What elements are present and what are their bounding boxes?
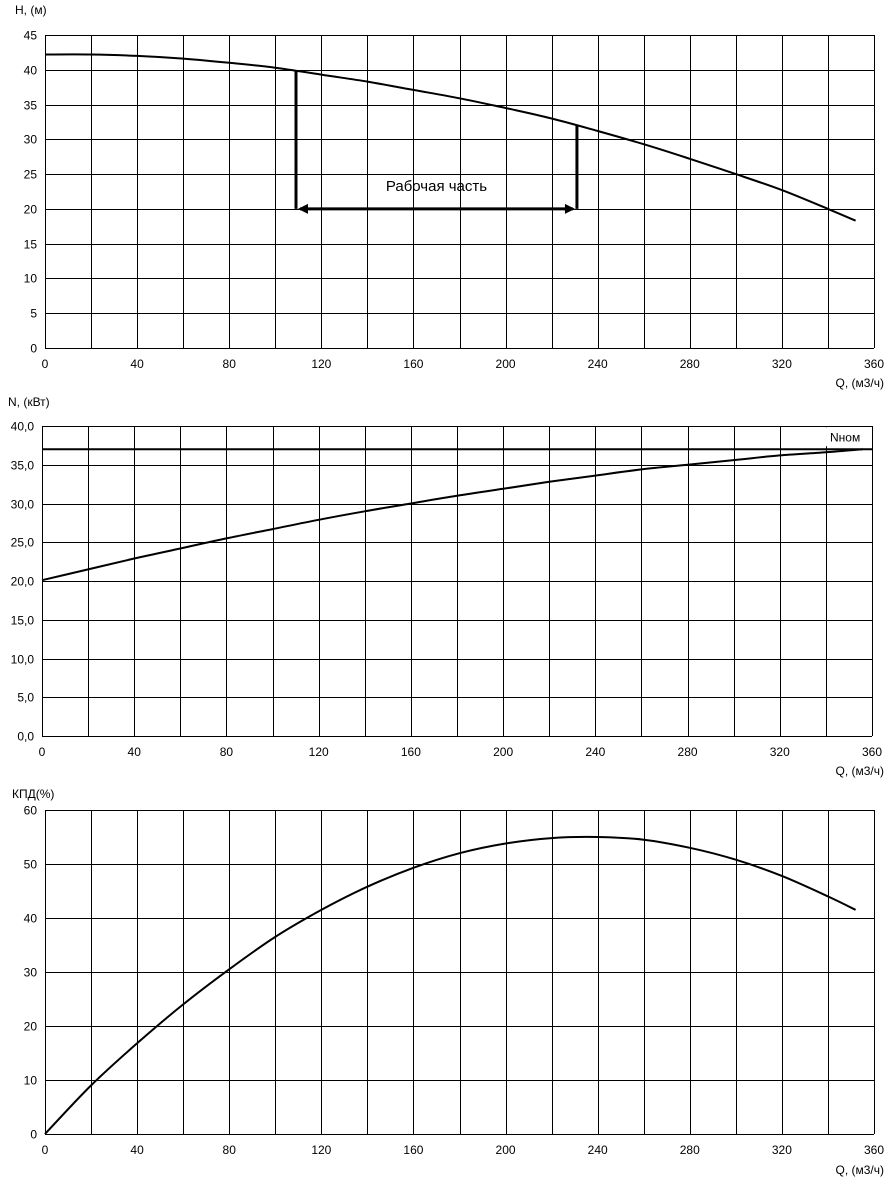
series-line xyxy=(44,53,856,222)
y-tick-label: 10 xyxy=(24,272,38,286)
x-tick-label: 40 xyxy=(130,1143,144,1157)
x-axis-label: Q, (м3/ч) xyxy=(835,376,884,390)
x-tick-label: 160 xyxy=(403,357,423,371)
y-tick-label: 30 xyxy=(24,966,38,980)
y-tick-label: 5 xyxy=(30,307,37,321)
y-tick-label: 15 xyxy=(24,238,38,252)
x-tick-label: 160 xyxy=(403,1143,423,1157)
y-tick-label: 0 xyxy=(30,342,37,356)
y-tick-label: 25 xyxy=(24,168,38,182)
y-tick-label: 5,0 xyxy=(17,691,34,705)
y-tick-label: 35,0 xyxy=(11,459,35,473)
y-tick-label: 40,0 xyxy=(11,420,35,434)
x-tick-label: 80 xyxy=(223,357,237,371)
y-tick-label: 40 xyxy=(24,912,38,926)
series-line xyxy=(41,448,863,582)
head-chart: 0 5 10 15 20 25 30 35 40 45 0 40 80 120 160 200 240 280 32… xyxy=(15,3,884,390)
arrow-head-right xyxy=(564,203,575,214)
x-tick-label: 0 xyxy=(42,1143,49,1157)
x-tick-label: 200 xyxy=(496,1143,516,1157)
y-tick-label: 30 xyxy=(24,133,38,147)
y-tick-label: 40 xyxy=(24,64,38,78)
x-tick-label: 240 xyxy=(588,357,608,371)
x-tick-label: 240 xyxy=(585,745,605,759)
y-tick-label: 25,0 xyxy=(11,536,35,550)
y-axis-label: КПД(%) xyxy=(12,787,54,801)
x-tick-label: 200 xyxy=(493,745,513,759)
y-tick-label: 15,0 xyxy=(11,614,35,628)
series-label: Nном xyxy=(830,430,860,444)
y-tick-label: 35 xyxy=(24,99,38,113)
series-label-background xyxy=(826,427,870,447)
y-tick-label: 0,0 xyxy=(17,730,34,744)
x-tick-label: 120 xyxy=(311,357,331,371)
y-axis-label: N, (кВт) xyxy=(8,395,50,409)
power-chart: 0,0 5,0 10,0 15,0 20,0 25,0 30,0 35,0 40,0 0 40 80 1… xyxy=(8,395,884,778)
x-tick-label: 120 xyxy=(309,745,329,759)
y-tick-label: 50 xyxy=(24,858,38,872)
x-tick-label: 200 xyxy=(496,357,516,371)
x-tick-label: 360 xyxy=(864,357,884,371)
y-tick-label: 0 xyxy=(30,1128,37,1142)
x-tick-label: 360 xyxy=(864,1143,884,1157)
x-tick-label: 120 xyxy=(311,1143,331,1157)
x-tick-label: 160 xyxy=(401,745,421,759)
arrow-head-left xyxy=(298,203,309,214)
x-tick-label: 240 xyxy=(588,1143,608,1157)
y-tick-label: 60 xyxy=(24,804,38,818)
y-tick-label: 10 xyxy=(24,1074,38,1088)
y-tick-label: 20,0 xyxy=(11,575,35,589)
series-line xyxy=(44,835,857,1135)
y-tick-label: 10,0 xyxy=(11,653,35,667)
x-axis-label: Q, (м3/ч) xyxy=(835,764,884,778)
x-tick-label: 320 xyxy=(770,745,790,759)
x-tick-label: 280 xyxy=(680,1143,700,1157)
x-tick-label: 320 xyxy=(772,357,792,371)
y-axis-label: Н, (м) xyxy=(15,3,47,17)
x-tick-label: 0 xyxy=(42,357,49,371)
x-tick-label: 360 xyxy=(862,745,882,759)
working-range-label: Рабочая часть xyxy=(386,178,487,195)
x-tick-label: 320 xyxy=(772,1143,792,1157)
x-tick-label: 280 xyxy=(680,357,700,371)
x-tick-label: 80 xyxy=(220,745,234,759)
x-tick-label: 0 xyxy=(39,745,46,759)
y-tick-label: 45 xyxy=(24,29,38,43)
efficiency-chart: 0 10 20 30 40 50 60 0 40 80 120 160 200 240 280 320 360 К… xyxy=(12,787,884,1177)
x-tick-label: 40 xyxy=(130,357,144,371)
y-tick-label: 30,0 xyxy=(11,498,35,512)
y-tick-label: 20 xyxy=(24,1020,38,1034)
x-axis-label: Q, (м3/ч) xyxy=(835,1163,884,1177)
x-tick-label: 40 xyxy=(128,745,142,759)
y-tick-label: 20 xyxy=(24,203,38,217)
x-tick-label: 80 xyxy=(223,1143,237,1157)
x-tick-label: 280 xyxy=(678,745,698,759)
